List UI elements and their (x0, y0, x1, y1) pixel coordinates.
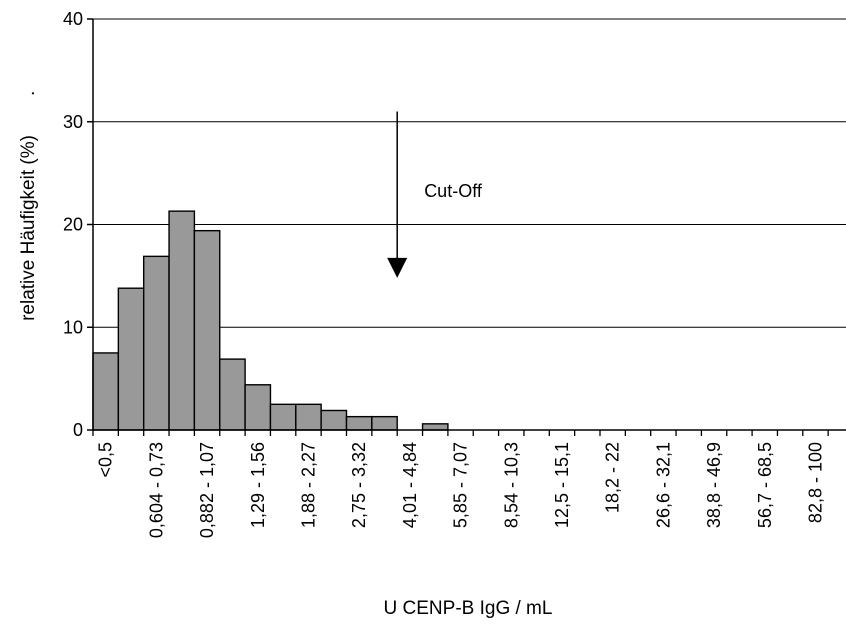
y-tick-labels: 0 10 20 30 40 (63, 9, 83, 440)
x-tick-labels: <0,5 0,604 - 0,73 0,882 - 1,07 1,29 - 1,56 1… (96, 442, 826, 538)
bar (295, 403, 322, 431)
bar (168, 210, 196, 431)
bar (193, 229, 221, 431)
bar (269, 403, 297, 431)
x-tick-label: 8,54 - 10,3 (501, 442, 521, 528)
y-tick-label: 10 (63, 317, 83, 337)
x-tick-label: 4,01 - 4,84 (400, 442, 420, 528)
x-tick-label: 5,85 - 7,07 (451, 442, 471, 528)
x-tick-label: 2,75 - 3,32 (349, 442, 369, 528)
bar (244, 384, 272, 431)
x-tick-label: <0,5 (96, 442, 116, 478)
x-tick-label: 0,604 - 0,73 (146, 442, 166, 538)
bar (320, 409, 348, 431)
x-tick-label: 82,8 - 100 (805, 442, 825, 523)
gridlines (93, 18, 846, 328)
bar (92, 352, 120, 431)
axes (87, 18, 846, 436)
cut-off-arrow-head (387, 257, 408, 278)
y-axis-title-dot: . (18, 91, 39, 96)
x-tick-label: 56,7 - 68,5 (755, 442, 775, 528)
cut-off-annotation: Cut-Off (387, 111, 483, 278)
y-tick-label: 20 (63, 215, 83, 235)
y-tick-label: 30 (63, 112, 83, 132)
x-tick-label: 0,882 - 1,07 (197, 442, 217, 538)
x-tick-label: 12,5 - 15,1 (552, 442, 572, 528)
x-tick-label: 38,8 - 46,9 (704, 442, 724, 528)
y-tick-label: 0 (73, 420, 83, 440)
bar (345, 415, 373, 431)
x-tick-label: 26,6 - 32,1 (653, 442, 673, 528)
x-tick-label: 1,88 - 2,27 (298, 442, 318, 528)
cut-off-label: Cut-Off (424, 181, 483, 201)
bar (117, 287, 145, 431)
y-tick-label: 40 (63, 9, 83, 29)
x-axis-title: U CENP-B IgG / mL (384, 598, 553, 619)
bar (371, 415, 398, 431)
bars (92, 210, 449, 431)
bar (142, 255, 170, 431)
bar (219, 358, 246, 431)
y-axis-title: relative Häufigkeit (%) (18, 135, 39, 321)
x-tick-label: 1,29 - 1,56 (248, 442, 268, 528)
x-tick-label: 18,2 - 22 (603, 442, 623, 513)
bar (421, 423, 449, 431)
